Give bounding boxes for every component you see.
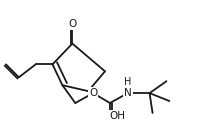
Text: N: N bbox=[124, 88, 132, 98]
Text: OH: OH bbox=[109, 111, 125, 121]
Text: O: O bbox=[89, 88, 97, 98]
Text: H: H bbox=[124, 77, 131, 87]
Text: O: O bbox=[68, 19, 77, 29]
